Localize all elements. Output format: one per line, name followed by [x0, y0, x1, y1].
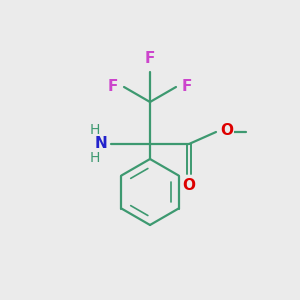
Text: O: O [182, 178, 196, 194]
Text: O: O [220, 123, 233, 138]
Text: F: F [145, 51, 155, 66]
Text: F: F [108, 80, 118, 94]
Text: H: H [90, 123, 101, 137]
Text: H: H [90, 151, 101, 165]
Text: N: N [95, 136, 107, 152]
Text: F: F [182, 80, 192, 94]
